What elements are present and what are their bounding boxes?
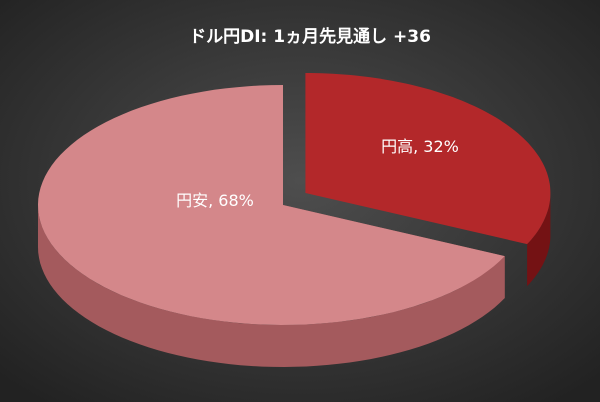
slice-label-1: 円安, 68% [176, 191, 254, 210]
chart-title: ドル円DI: 1ヵ月先見通し +36 [189, 26, 431, 47]
slice-side-0 [527, 193, 551, 287]
slice-top-1 [38, 85, 505, 325]
slice-top-0 [305, 73, 551, 245]
slice-side-1 [38, 205, 505, 367]
slice-label-0: 円高, 32% [381, 137, 459, 156]
